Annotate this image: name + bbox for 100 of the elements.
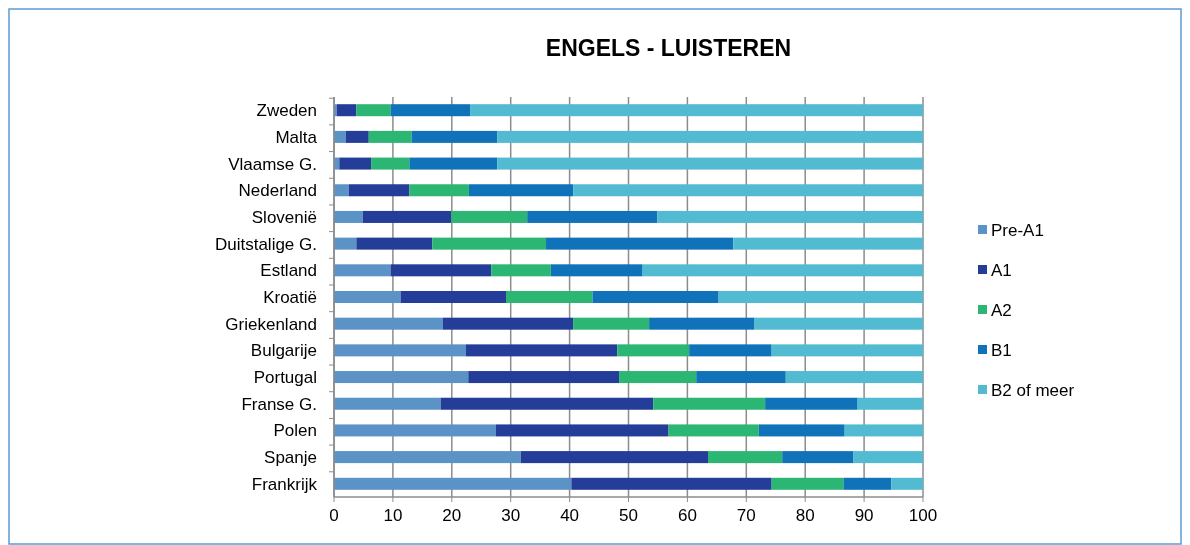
bar <box>657 210 923 223</box>
bar <box>348 184 410 197</box>
legend-label: Pre-A1 <box>991 220 1044 240</box>
bar <box>334 291 401 303</box>
x-tick-label: 100 <box>908 506 938 525</box>
bar <box>334 477 572 490</box>
bar <box>520 451 709 464</box>
bar <box>440 397 654 410</box>
bar <box>409 157 498 170</box>
bar <box>668 424 759 437</box>
x-tick-label: 20 <box>442 506 462 525</box>
y-tick-label: Estland <box>260 261 317 281</box>
bar <box>505 291 593 303</box>
x-tick-label: 60 <box>677 506 697 525</box>
bar <box>390 264 492 277</box>
bar <box>573 317 650 330</box>
bar <box>546 237 734 250</box>
y-tick-label: Spanje <box>264 448 317 468</box>
y-tick-label: Zweden <box>256 101 317 121</box>
y-tick-label: Kroatië <box>263 287 317 307</box>
legend-label: A2 <box>991 300 1012 320</box>
bar <box>334 344 466 357</box>
y-tick-label: Duitstalige G. <box>214 234 317 254</box>
y-tick-label: Polen <box>273 421 317 441</box>
bar <box>857 397 923 410</box>
bar <box>465 344 618 357</box>
bar <box>708 451 783 464</box>
x-tick-label: 30 <box>501 506 521 525</box>
bar <box>733 237 923 250</box>
bar <box>844 424 923 437</box>
bar <box>497 157 923 170</box>
bar <box>573 184 923 197</box>
bar <box>642 264 923 277</box>
x-tick-label: 90 <box>854 506 874 525</box>
bar <box>592 291 719 303</box>
bar <box>853 451 923 464</box>
bar <box>334 237 357 250</box>
bar <box>785 371 923 384</box>
bar <box>718 291 923 303</box>
bar <box>362 210 452 223</box>
bar <box>356 237 433 250</box>
bar <box>334 210 363 223</box>
bar <box>771 344 923 357</box>
y-tick-label: Nederland <box>238 181 317 201</box>
bar <box>400 291 506 303</box>
bar <box>334 317 443 330</box>
x-tick-label: 40 <box>560 506 580 525</box>
x-tick-label: 80 <box>795 506 815 525</box>
x-tick-label: 0 <box>329 506 339 525</box>
x-tick-label: 70 <box>736 506 756 525</box>
bar <box>371 157 410 170</box>
bar <box>468 371 620 384</box>
bar <box>843 477 892 490</box>
y-tick-label: Franse G. <box>241 394 317 414</box>
y-tick-label: Griekenland <box>225 314 317 334</box>
bar <box>334 371 469 384</box>
bar <box>409 184 469 197</box>
bar <box>754 317 923 330</box>
legend-label: B1 <box>991 340 1012 360</box>
bar <box>891 477 923 490</box>
bar <box>649 317 755 330</box>
bar <box>468 184 574 197</box>
bar <box>356 104 391 117</box>
bar <box>782 451 854 464</box>
y-tick-label: Vlaamse G. <box>228 154 317 174</box>
bar <box>758 424 845 437</box>
y-tick-label: Malta <box>275 127 318 147</box>
bar <box>653 397 766 410</box>
bar <box>617 344 690 357</box>
x-tick-label: 10 <box>383 506 403 525</box>
bar <box>771 477 844 490</box>
bar <box>345 130 369 143</box>
bar <box>368 130 412 143</box>
bar <box>334 451 521 464</box>
bar <box>336 104 357 117</box>
bar <box>495 424 669 437</box>
bar <box>432 237 547 250</box>
bar <box>696 371 786 384</box>
bar <box>497 130 923 143</box>
y-tick-label: Portugal <box>253 368 317 387</box>
y-tick-label: Slovenië <box>251 207 317 227</box>
bar <box>470 104 923 117</box>
bar <box>689 344 772 357</box>
legend-label: B2 of meer <box>991 380 1075 400</box>
bar <box>334 397 441 410</box>
bar <box>339 157 372 170</box>
y-tick-label: Frankrijk <box>251 474 318 494</box>
bar <box>571 477 772 490</box>
bar <box>619 371 697 384</box>
bar <box>491 264 551 277</box>
legend-label: A1 <box>991 260 1012 280</box>
bar <box>334 424 496 437</box>
bar <box>334 184 349 197</box>
bar <box>390 104 471 117</box>
bar <box>442 317 574 330</box>
bar <box>527 210 658 223</box>
bar <box>334 264 391 277</box>
chart-title: ENGELS - LUISTEREN <box>545 35 792 61</box>
bar <box>334 130 346 143</box>
bar <box>451 210 528 223</box>
